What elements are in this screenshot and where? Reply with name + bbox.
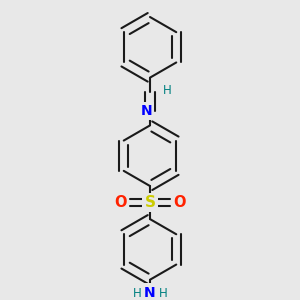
Text: O: O	[173, 195, 186, 210]
Text: N: N	[140, 104, 152, 118]
Text: H: H	[158, 287, 167, 300]
Text: O: O	[114, 195, 127, 210]
Text: S: S	[145, 195, 155, 210]
Text: H: H	[133, 287, 142, 300]
Text: N: N	[144, 286, 156, 300]
Text: H: H	[163, 84, 172, 97]
